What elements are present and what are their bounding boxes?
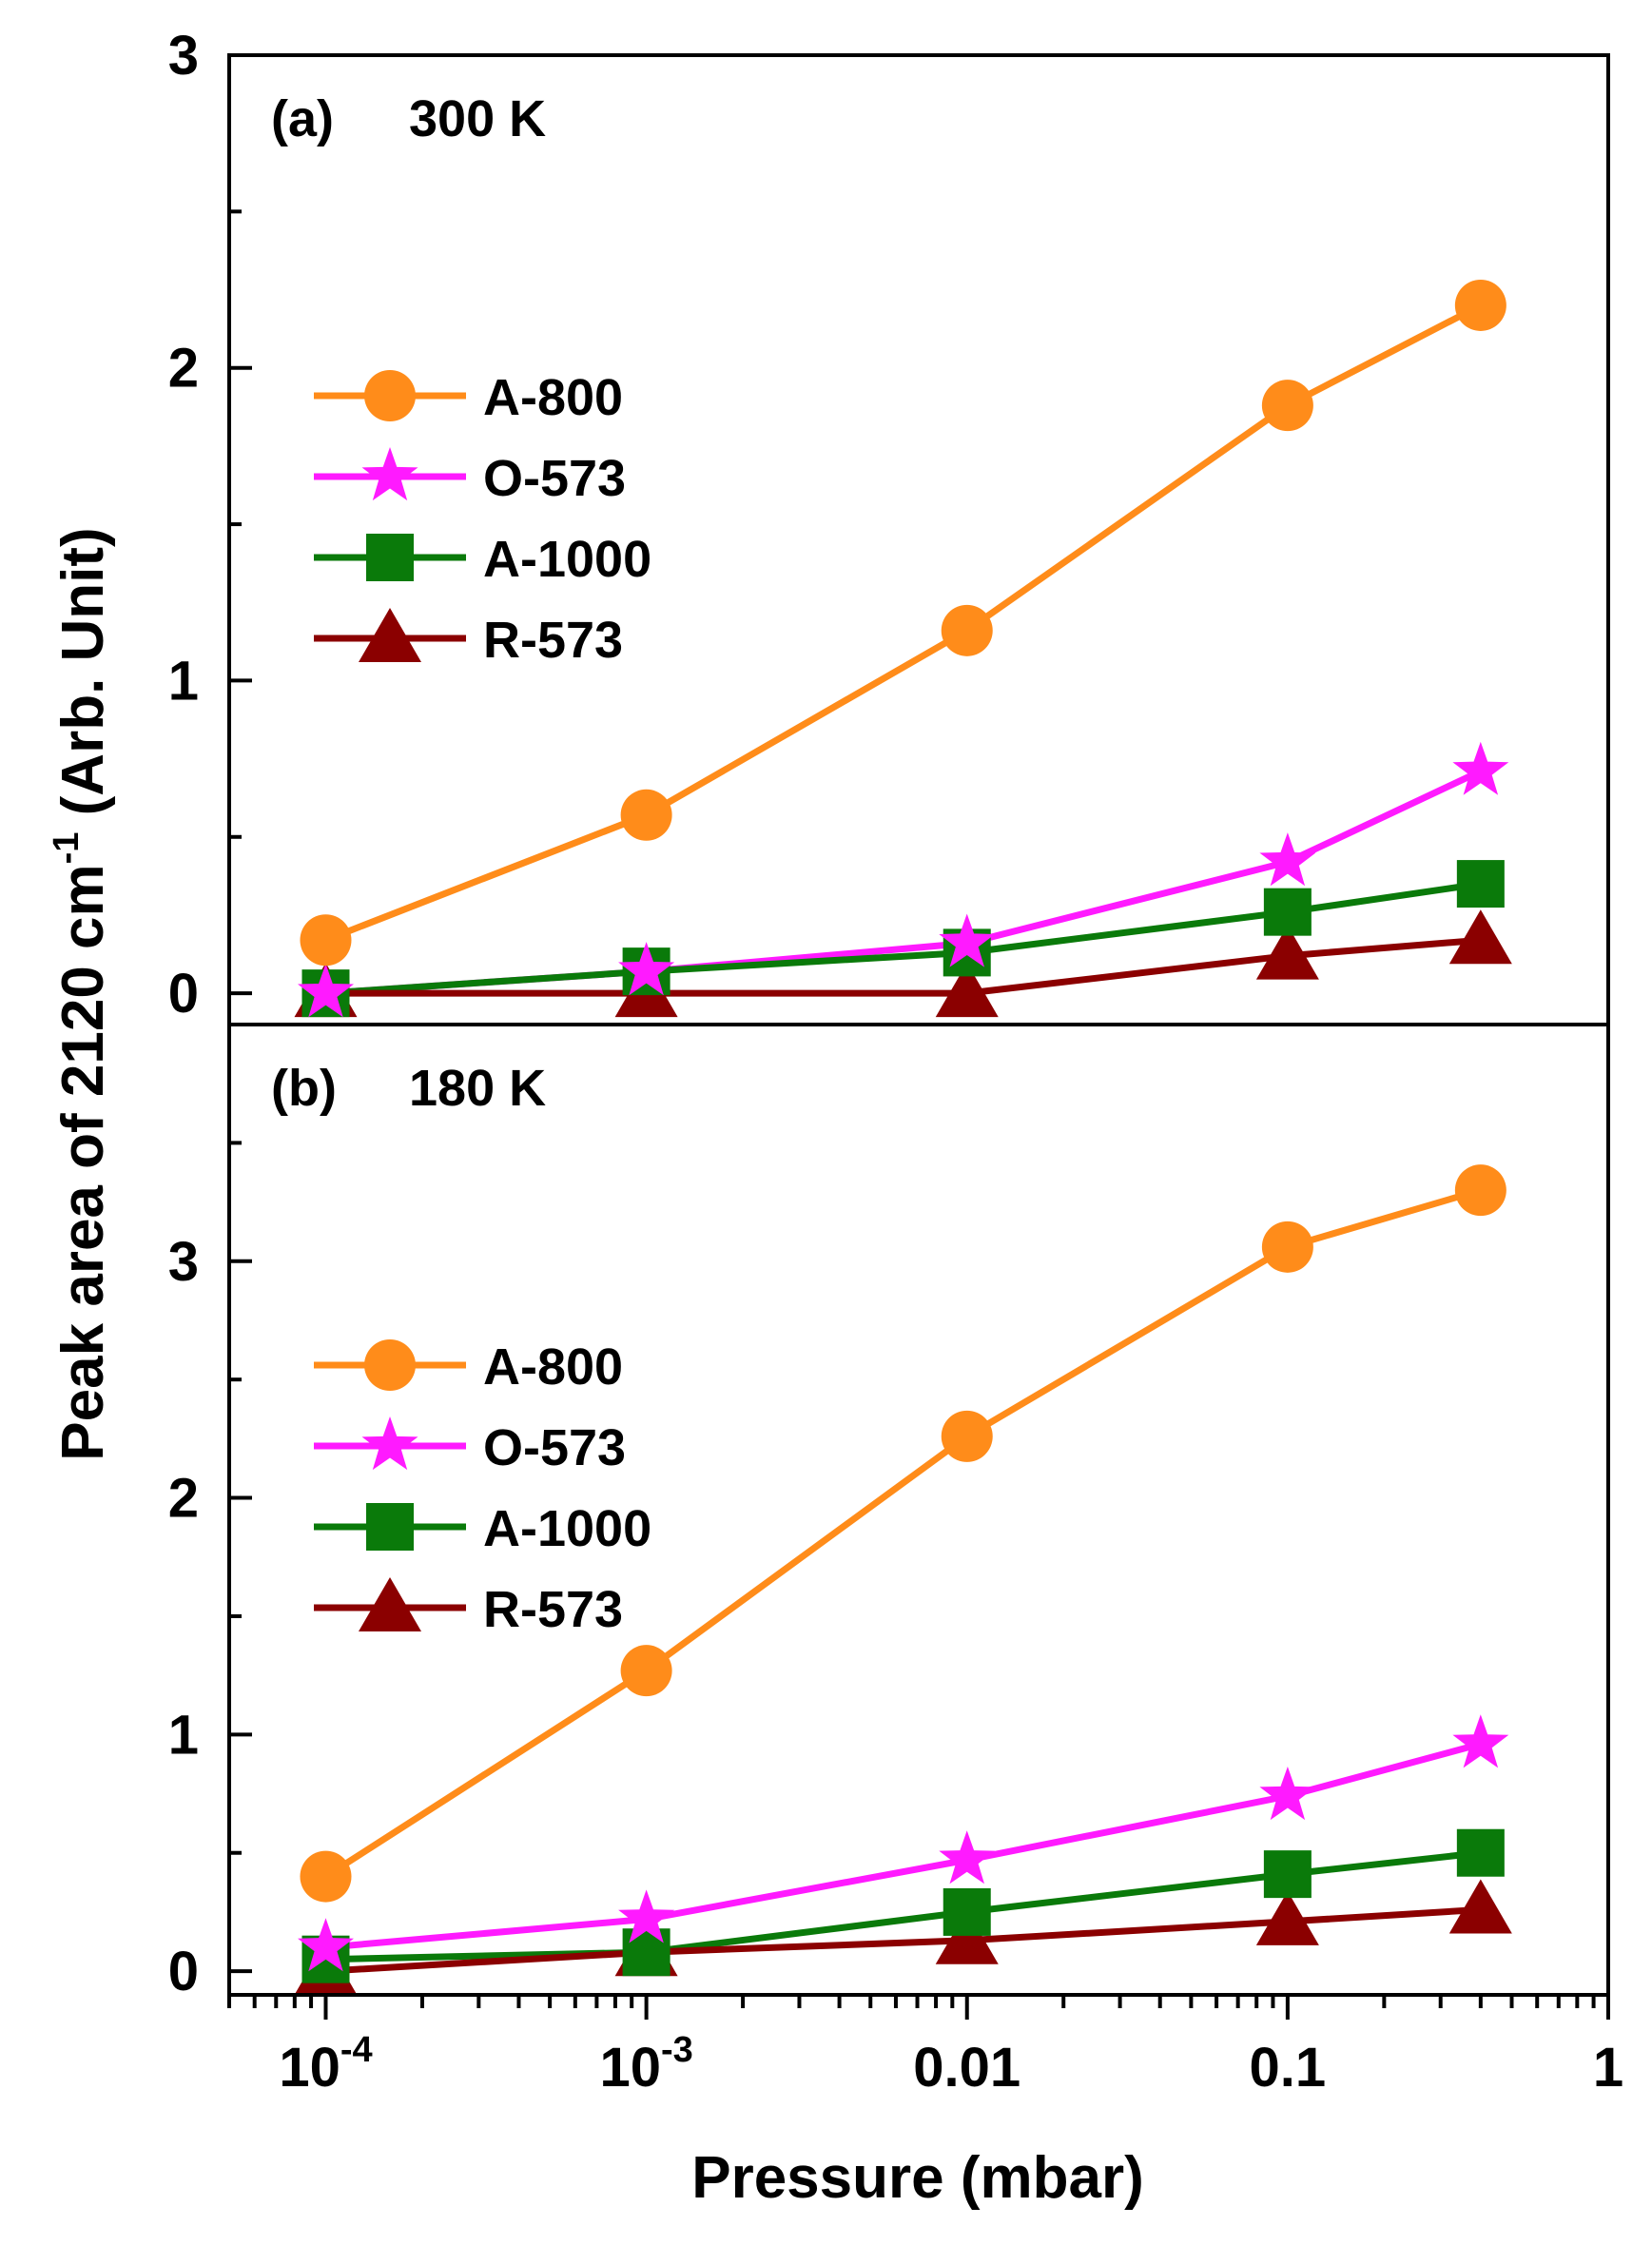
- data-point-o-573-1: [618, 942, 675, 996]
- y-tick-label-b: 2: [168, 1468, 199, 1530]
- data-point-o-573-0: [298, 1918, 354, 1972]
- y-tick-label-a: 1: [168, 650, 199, 712]
- legend-marker-a-800: [364, 370, 416, 421]
- legend-label-a-1000: A-1000: [483, 1500, 651, 1557]
- data-point-a-800-3: [1261, 1221, 1313, 1273]
- data-point-a-800-1: [620, 1645, 672, 1697]
- data-point-o-573-2: [939, 913, 996, 967]
- data-point-o-573-4: [1452, 741, 1509, 795]
- panel-a: 0 1 2 3 (a) 300 K A-800 O-573 A-1000 R-573: [168, 25, 1610, 1026]
- panel-label-a: (a): [271, 90, 334, 147]
- data-point-r-573-4: [1448, 1879, 1512, 1934]
- data-point-a-800-2: [941, 604, 993, 656]
- y-axis-title-tail: (Arb. Unit): [50, 527, 116, 831]
- data-point-a-800-0: [300, 914, 352, 967]
- legend-label-o-573: O-573: [483, 450, 626, 507]
- data-point-o-573-2: [939, 1830, 996, 1885]
- data-point-r-573-2: [935, 963, 999, 1018]
- data-point-r-573-3: [1255, 1890, 1319, 1945]
- y-tick-label-a: 2: [168, 338, 199, 400]
- legend-marker-o-573: [361, 447, 418, 501]
- data-point-a-800-3: [1261, 380, 1313, 432]
- data-point-a-800-4: [1454, 279, 1506, 331]
- data-point-a-1000-1: [622, 1928, 671, 1977]
- y-axis-title-superscript: -1: [47, 832, 87, 865]
- y-tick-label-b: 0: [168, 1941, 199, 2002]
- data-point-a-800-0: [300, 1850, 352, 1903]
- data-point-o-573-4: [1452, 1714, 1509, 1768]
- x-tick-label: 10-3: [599, 2030, 692, 2099]
- y-tick-label-a: 3: [168, 25, 199, 87]
- legend-label-r-573: R-573: [483, 612, 623, 669]
- data-point-r-573-4: [1448, 909, 1512, 965]
- legend-marker-r-573: [359, 1577, 421, 1631]
- legend-label-a-800: A-800: [483, 369, 623, 426]
- legend-label-a-1000: A-1000: [483, 531, 651, 588]
- y-tick-label-a: 0: [168, 963, 199, 1025]
- panel-label-b: (b): [271, 1060, 337, 1117]
- y-axis-title-main: Peak area of 2120 cm: [50, 864, 116, 1460]
- y-axis-title: Peak area of 2120 cm-1 (Arb. Unit): [47, 527, 116, 1460]
- legend-marker-r-573: [359, 608, 421, 662]
- y-tick-label-b: 3: [168, 1231, 199, 1293]
- legend-marker-a-1000: [366, 1503, 414, 1551]
- data-point-a-1000-3: [1263, 1850, 1312, 1899]
- legend-label-a-800: A-800: [483, 1338, 623, 1396]
- y-tick-label-b: 1: [168, 1704, 199, 1766]
- data-point-a-800-2: [941, 1410, 993, 1462]
- data-point-a-1000-3: [1263, 888, 1312, 936]
- legend-marker-a-1000: [366, 534, 414, 581]
- x-tick-label: 0.1: [1250, 2037, 1327, 2099]
- temperature-label-a: 300 K: [409, 90, 546, 147]
- data-point-a-1000-4: [1456, 860, 1505, 908]
- data-point-o-573-3: [1259, 1767, 1316, 1821]
- data-point-o-573-0: [298, 964, 354, 1018]
- x-tick-label: 0.01: [913, 2037, 1020, 2099]
- legend-label-o-573: O-573: [483, 1419, 626, 1476]
- data-point-a-800-4: [1454, 1164, 1506, 1217]
- x-tick-label: 10-4: [279, 2030, 372, 2099]
- data-point-r-573-2: [935, 1909, 999, 1964]
- x-tick-label: 1: [1593, 2037, 1623, 2099]
- data-point-o-573-1: [618, 1889, 675, 1943]
- legend-marker-o-573: [361, 1416, 418, 1471]
- data-point-a-1000-4: [1456, 1828, 1505, 1877]
- data-point-a-800-1: [620, 789, 672, 841]
- legend-label-r-573: R-573: [483, 1581, 623, 1638]
- data-point-a-1000-2: [943, 1887, 991, 1936]
- data-point-r-573-3: [1255, 925, 1319, 980]
- temperature-label-b: 180 K: [409, 1060, 546, 1117]
- data-point-o-573-3: [1259, 832, 1316, 887]
- legend-marker-a-800: [364, 1339, 416, 1391]
- x-axis-title: Pressure (mbar): [691, 2145, 1144, 2211]
- panel-b: 0 1 2 3 10-4 10-3 0.01 0.1 1 (b) 180 K A-800 O-573 A-…: [168, 1023, 1623, 2099]
